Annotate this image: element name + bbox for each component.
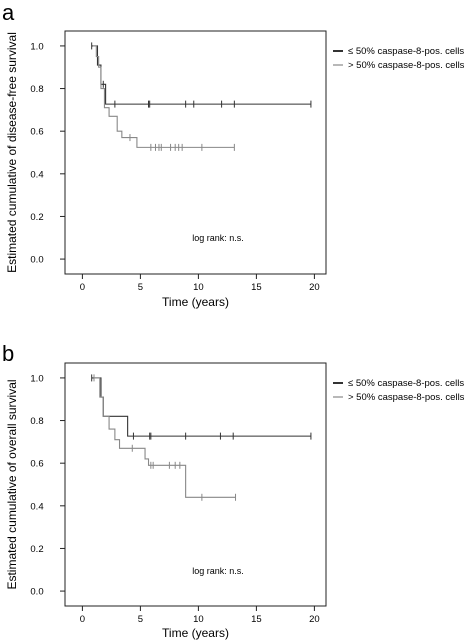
y-tick-label: 0.6 bbox=[30, 127, 43, 138]
y-tick-label: 0.8 bbox=[30, 416, 43, 427]
log-rank-annotation: log rank: n.s. bbox=[192, 566, 244, 576]
survival-curve-series-2 bbox=[94, 377, 236, 498]
y-tick-label: 1.0 bbox=[30, 41, 43, 52]
survival-curve-series-1 bbox=[91, 377, 311, 437]
legend-label-series-2: > 50% caspase-8-pos. cells bbox=[348, 60, 465, 71]
panel-label: a bbox=[2, 0, 15, 25]
legend-label-series-1: ≤ 50% caspase-8-pos. cells bbox=[348, 378, 464, 389]
x-tick-label: 20 bbox=[309, 282, 320, 293]
panel-label: b bbox=[2, 341, 14, 366]
y-tick-label: 0.2 bbox=[30, 544, 43, 555]
y-tick-label: 0.2 bbox=[30, 212, 43, 223]
y-tick-label: 0.6 bbox=[30, 459, 43, 470]
x-tick-label: 15 bbox=[251, 614, 262, 625]
x-tick-label: 5 bbox=[138, 614, 143, 625]
x-tick-label: 10 bbox=[193, 614, 204, 625]
survival-curve-series-2 bbox=[92, 45, 235, 148]
x-tick-label: 0 bbox=[80, 614, 85, 625]
y-axis-title: Estimated cumulative of disease-free sur… bbox=[5, 32, 19, 273]
log-rank-annotation: log rank: n.s. bbox=[192, 233, 244, 243]
x-axis-title: Time (years) bbox=[162, 295, 229, 309]
y-tick-label: 0.0 bbox=[30, 587, 43, 598]
x-tick-label: 15 bbox=[251, 282, 262, 293]
y-tick-label: 0.0 bbox=[30, 255, 43, 266]
plot-frame bbox=[64, 362, 327, 607]
legend-label-series-2: > 50% caspase-8-pos. cells bbox=[348, 392, 465, 403]
x-tick-label: 5 bbox=[138, 282, 143, 293]
y-tick-label: 0.4 bbox=[30, 501, 43, 512]
survival-curve-series-1 bbox=[91, 45, 311, 105]
y-tick-label: 1.0 bbox=[30, 373, 43, 384]
y-axis-title: Estimated cumulative of overall survival bbox=[5, 379, 19, 589]
x-tick-label: 20 bbox=[309, 614, 320, 625]
x-axis-title: Time (years) bbox=[162, 626, 229, 640]
y-tick-label: 0.8 bbox=[30, 84, 43, 95]
y-tick-label: 0.4 bbox=[30, 169, 43, 180]
plot-frame bbox=[64, 30, 327, 275]
legend-label-series-1: ≤ 50% caspase-8-pos. cells bbox=[348, 46, 464, 57]
x-tick-label: 0 bbox=[80, 282, 85, 293]
x-tick-label: 10 bbox=[193, 282, 204, 293]
